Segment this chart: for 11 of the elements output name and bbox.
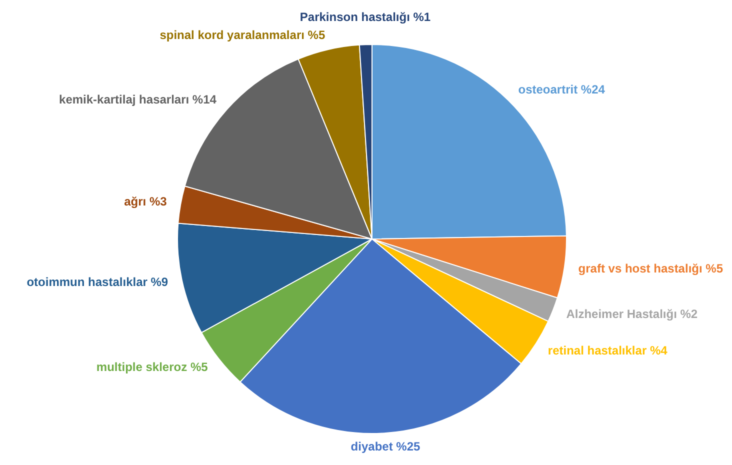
slice-label: osteoartrit %24 [518, 82, 606, 97]
slice-label: Alzheimer Hastalığı %2 [566, 307, 698, 322]
slice-label: diyabet %25 [350, 439, 420, 454]
slice-label: otoimmun hastalıklar %9 [26, 274, 168, 289]
slice-label: spinal kord yaralanmaları %5 [160, 28, 326, 42]
slice-label: retinal hastalıklar %4 [548, 343, 668, 358]
slice-label: ağrı %3 [124, 194, 168, 208]
slice-label: kemik-kartilaj hasarları %14 [59, 92, 217, 106]
slice-label: Parkinson hastalığı %1 [300, 10, 431, 24]
slice-label: graft vs host hastalığı %5 [578, 262, 724, 276]
slice-label: multiple skleroz %5 [96, 360, 208, 374]
